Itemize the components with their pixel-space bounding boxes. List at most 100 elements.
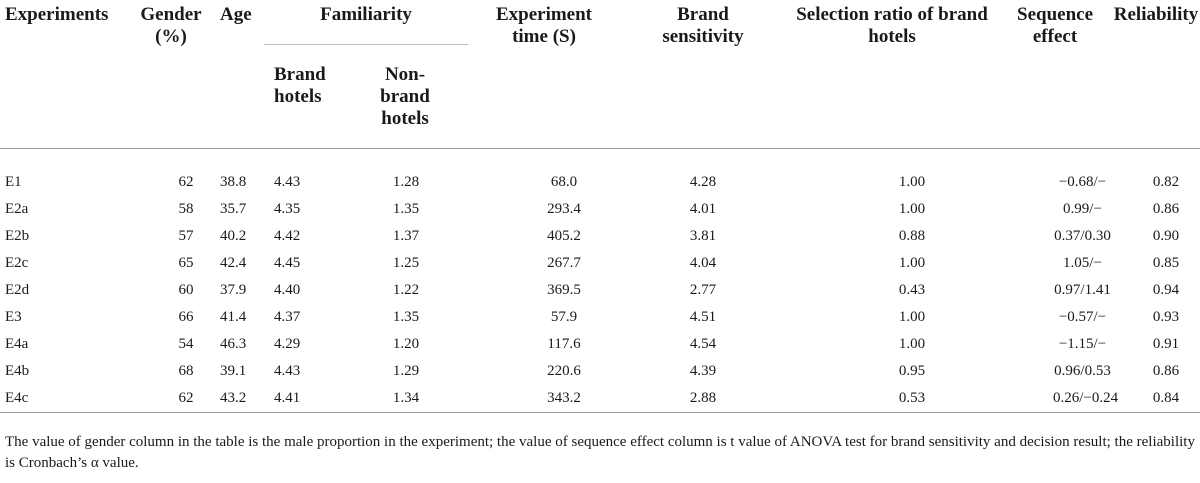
cell-non-brand-hotels: 1.29 (392, 363, 420, 379)
cell-age: 46.3 (220, 336, 247, 352)
cell-age: 39.1 (220, 363, 247, 379)
cell-selection-ratio: 0.95 (898, 363, 926, 379)
cell-gender: 57 (178, 228, 194, 244)
cell-brand-sensitivity: 2.77 (689, 282, 717, 298)
cell-experiment: E2b (5, 228, 30, 244)
cell-reliability: 0.86 (1152, 201, 1180, 217)
header-experiment-time: Experiment time (S) (468, 0, 620, 149)
cell-sequence-effect: −0.68/− (1058, 174, 1107, 190)
cell-selection-ratio: 0.43 (898, 282, 926, 298)
cell-sequence-effect: 0.96/0.53 (1054, 363, 1111, 379)
cell-experiment-time: 57.9 (550, 309, 578, 325)
cell-non-brand-hotels: 1.28 (392, 174, 420, 190)
cell-age: 37.9 (220, 282, 247, 298)
cell-reliability: 0.82 (1152, 174, 1180, 190)
cell-brand-sensitivity: 3.81 (689, 228, 717, 244)
cell-gender: 66 (178, 309, 194, 325)
cell-non-brand-hotels: 1.25 (392, 255, 420, 271)
cell-non-brand-hotels: 1.22 (392, 282, 420, 298)
cell-selection-ratio: 1.00 (898, 201, 926, 217)
header-selection-ratio: Selection ratio of brand hotels (786, 0, 998, 149)
cell-gender: 54 (178, 336, 194, 352)
cell-sequence-effect: 1.05/− (1063, 255, 1102, 271)
header-brand-sensitivity: Brand sensitivity (620, 0, 786, 149)
cell-selection-ratio: 1.00 (898, 174, 926, 190)
cell-age: 41.4 (220, 309, 247, 325)
cell-gender: 60 (178, 282, 194, 298)
cell-experiment: E4b (5, 363, 30, 379)
cell-sequence-effect: 0.37/0.30 (1054, 228, 1111, 244)
cell-reliability: 0.86 (1152, 363, 1180, 379)
cell-experiment: E2d (5, 282, 30, 298)
cell-reliability: 0.91 (1152, 336, 1180, 352)
cell-gender: 65 (178, 255, 194, 271)
cell-age: 38.8 (220, 174, 247, 190)
cell-experiment-time: 68.0 (550, 174, 578, 190)
cell-experiment-time: 343.2 (468, 385, 620, 413)
table-body: E1 62 38.8 4.43 1.28 68.0 4.28 1.00 −0.68/− 0.82 E… (0, 169, 1200, 413)
cell-sequence-effect: 0.26/−0.24 (998, 385, 1118, 413)
header-sequence-effect: Sequence effect (998, 0, 1112, 149)
cell-experiment: E4c (0, 385, 132, 413)
cell-brand-hotels: 4.40 (274, 282, 301, 298)
cell-reliability: 0.90 (1152, 228, 1180, 244)
cell-reliability: 0.84 (1112, 385, 1200, 413)
cell-sequence-effect: 0.99/− (1063, 201, 1102, 217)
header-reliability: Reliability (1112, 0, 1200, 149)
cell-brand-hotels: 4.45 (274, 255, 301, 271)
cell-gender: 58 (178, 201, 194, 217)
cell-selection-ratio: 1.00 (898, 336, 926, 352)
cell-gender: 62 (178, 174, 194, 190)
experiments-table: Experiments Gender (%) Age Familiarity E… (0, 0, 1200, 413)
table-row: E2d 60 37.9 4.40 1.22 369.5 2.77 0.43 0.97/1.41 0… (0, 277, 1200, 304)
cell-age: 35.7 (220, 201, 247, 217)
header-brand-hotels: Brand hotels (264, 46, 344, 149)
table-row: E4a 54 46.3 4.29 1.20 117.6 4.54 1.00 −1.15/− 0.9… (0, 331, 1200, 358)
cell-experiment: E2c (5, 255, 29, 271)
cell-brand-hotels: 4.43 (274, 363, 301, 379)
cell-age: 43.2 (210, 385, 264, 413)
cell-non-brand-hotels: 1.35 (392, 309, 420, 325)
cell-experiment-time: 293.4 (547, 201, 581, 217)
header-familiarity: Familiarity (264, 0, 468, 46)
cell-brand-hotels: 4.29 (274, 336, 301, 352)
cell-experiment-time: 220.6 (547, 363, 581, 379)
table-row: E2a 58 35.7 4.35 1.35 293.4 4.01 1.00 0.99/− 0.86 (0, 196, 1200, 223)
table-row: E4b 68 39.1 4.43 1.29 220.6 4.39 0.95 0.96/0.53 0… (0, 358, 1200, 385)
cell-non-brand-hotels: 1.35 (392, 201, 420, 217)
cell-age: 42.4 (220, 255, 247, 271)
header-experiments: Experiments (0, 0, 132, 149)
cell-experiment: E1 (5, 174, 22, 190)
header-age: Age (210, 0, 264, 149)
cell-experiment-time: 405.2 (547, 228, 581, 244)
header-gender: Gender (%) (132, 0, 210, 149)
cell-brand-hotels: 4.41 (264, 385, 344, 413)
cell-non-brand-hotels: 1.34 (344, 385, 468, 413)
cell-experiment-time: 369.5 (547, 282, 581, 298)
cell-brand-sensitivity: 4.39 (689, 363, 717, 379)
cell-sequence-effect: 0.97/1.41 (1054, 282, 1111, 298)
table-footnote: The value of gender column in the table … (5, 434, 1195, 471)
cell-sequence-effect: −1.15/− (1058, 336, 1107, 352)
familiarity-label: Familiarity (264, 4, 468, 45)
cell-brand-hotels: 4.43 (274, 174, 301, 190)
cell-brand-sensitivity: 4.51 (689, 309, 717, 325)
cell-brand-sensitivity: 4.01 (689, 201, 717, 217)
cell-reliability: 0.85 (1152, 255, 1180, 271)
header-non-brand-hotels: Non-brand hotels (344, 46, 468, 149)
cell-brand-sensitivity: 4.54 (689, 336, 717, 352)
cell-experiment-time: 267.7 (547, 255, 581, 271)
cell-experiment: E2a (5, 201, 29, 217)
cell-sequence-effect: −0.57/− (1058, 309, 1107, 325)
cell-non-brand-hotels: 1.37 (392, 228, 420, 244)
cell-reliability: 0.94 (1152, 282, 1180, 298)
cell-brand-sensitivity: 2.88 (620, 385, 786, 413)
cell-gender: 62 (132, 385, 210, 413)
cell-selection-ratio: 1.00 (898, 309, 926, 325)
cell-brand-hotels: 4.35 (274, 201, 301, 217)
cell-brand-sensitivity: 4.28 (689, 174, 717, 190)
cell-brand-hotels: 4.37 (274, 309, 301, 325)
cell-experiment: E3 (5, 309, 22, 325)
table-row: E1 62 38.8 4.43 1.28 68.0 4.28 1.00 −0.68/− 0.82 (0, 169, 1200, 196)
